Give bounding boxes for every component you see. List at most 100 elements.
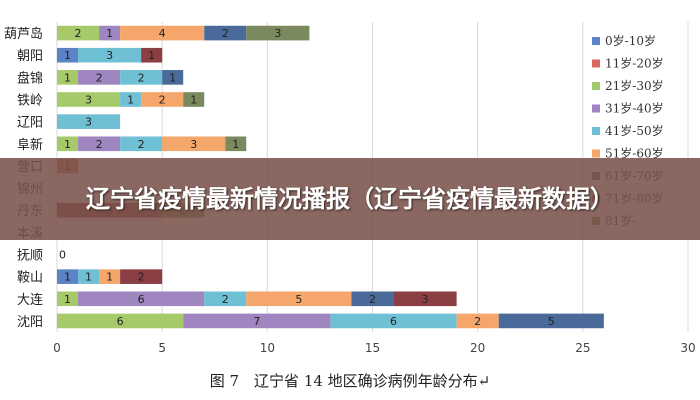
legend-swatch [592, 149, 600, 158]
bar-value-label: 2 [138, 138, 145, 151]
bar-segment [120, 269, 163, 284]
bar-value-label: 6 [390, 315, 397, 328]
bar-segment [246, 25, 310, 41]
bar-value-label: 5 [548, 315, 555, 328]
title-banner: 辽宁省疫情最新情况播报（辽宁省疫情最新数据） [0, 158, 700, 240]
bar-value-label: 2 [138, 71, 145, 84]
bar-segment [57, 269, 79, 284]
bar-segment [78, 70, 121, 85]
bar-segment [351, 291, 394, 307]
bar-value-label: 1 [64, 49, 71, 62]
bar-segment [246, 291, 352, 307]
banner-title: 辽宁省疫情最新情况播报（辽宁省疫情最新数据） [86, 185, 614, 213]
bar-value-label: 2 [222, 27, 229, 40]
bar-value-label: 1 [64, 71, 71, 84]
bar-segment [120, 92, 142, 107]
bar-value-label: 3 [85, 116, 92, 129]
bar-segment [57, 136, 79, 152]
bar-value-label: 2 [159, 94, 166, 107]
bar-value-label: 6 [138, 293, 145, 306]
bar-value-label: 4 [159, 27, 166, 40]
x-tick-label: 25 [575, 341, 590, 355]
legend-label: 41岁-50岁 [605, 123, 664, 138]
legend-swatch [592, 82, 600, 90]
bar-value-label: 7 [253, 315, 260, 328]
category-label: 沈阳 [17, 315, 43, 330]
bar-value-label: 2 [96, 138, 103, 151]
category-label: 鞍山 [17, 270, 43, 286]
bar-segment [78, 291, 205, 307]
bar-value-label: 1 [64, 293, 71, 306]
bar-segment [183, 92, 205, 107]
bar-value-label: 1 [190, 94, 197, 107]
bar-value-label: 2 [369, 293, 376, 306]
bar-value-label: 2 [222, 293, 229, 306]
bar-segment [57, 114, 121, 129]
bar-segment [162, 70, 184, 85]
bar-segment [57, 291, 79, 307]
x-tick-label: 0 [53, 341, 61, 355]
bars-group: 2142313112213121312231152111216252367625… [57, 25, 604, 329]
bar-segment [78, 47, 142, 63]
bar-segment [120, 25, 205, 41]
x-tick-label: 30 [680, 341, 695, 355]
bar-segment [456, 313, 499, 329]
figure-caption: 图 7 辽宁省 14 地区确诊病例年龄分布↵ [209, 372, 491, 390]
legend-swatch [592, 104, 600, 113]
legend-label: 11岁-20岁 [605, 56, 664, 71]
bar-segment [78, 136, 121, 152]
category-label: 朝阳 [17, 49, 43, 64]
category-label: 铁岭 [17, 94, 43, 109]
bar-segment [57, 92, 121, 107]
bar-value-label: 1 [169, 71, 176, 84]
category-label: 盘锦 [17, 70, 43, 86]
zero-value-label: 0 [59, 249, 66, 262]
bar-value-label: 2 [96, 71, 103, 84]
bar-value-label: 6 [117, 315, 124, 328]
bar-segment [99, 25, 121, 41]
x-tick-label: 10 [260, 341, 275, 355]
legend-swatch [592, 59, 600, 68]
bar-segment [204, 25, 247, 41]
x-tick-label: 15 [365, 341, 380, 355]
bar-value-label: 3 [106, 49, 113, 62]
category-label: 辽阳 [17, 116, 43, 131]
category-label: 葫芦岛 [4, 26, 43, 42]
legend-label: 51岁-60岁 [605, 146, 664, 161]
bar-segment [162, 136, 226, 152]
bar-value-label: 1 [127, 94, 134, 107]
bar-value-label: 1 [148, 49, 155, 62]
category-label: 阜新 [17, 137, 43, 153]
bar-segment [57, 25, 100, 41]
bar-segment [141, 92, 184, 107]
bar-segment [204, 291, 247, 307]
bar-segment [99, 269, 121, 284]
bar-segment [330, 313, 457, 329]
legend-swatch [592, 127, 600, 135]
bar-value-label: 5 [295, 293, 302, 306]
bar-value-label: 3 [422, 293, 429, 306]
bar-value-label: 1 [64, 271, 71, 284]
legend-swatch [592, 37, 600, 45]
legend-label: 21岁-30岁 [605, 78, 664, 93]
legend-label: 31岁-40岁 [605, 101, 664, 116]
bar-segment [183, 313, 331, 329]
bar-segment [120, 136, 163, 152]
bar-segment [120, 70, 163, 85]
bar-value-label: 1 [85, 271, 92, 284]
bar-value-label: 2 [474, 315, 481, 328]
bar-segment [78, 269, 100, 284]
bar-value-label: 2 [75, 27, 82, 40]
bar-segment [498, 313, 604, 329]
category-label: 大连 [17, 292, 43, 308]
bar-value-label: 1 [106, 271, 113, 284]
bar-segment [225, 136, 247, 152]
bar-value-label: 3 [274, 27, 281, 40]
bar-segment [141, 47, 163, 63]
x-tick-label: 20 [470, 341, 485, 355]
bar-value-label: 2 [138, 271, 145, 284]
bar-segment [57, 47, 79, 63]
bar-value-label: 3 [85, 94, 92, 107]
category-label: 抚顺 [17, 249, 43, 264]
legend-label: 0岁-10岁 [605, 33, 656, 48]
